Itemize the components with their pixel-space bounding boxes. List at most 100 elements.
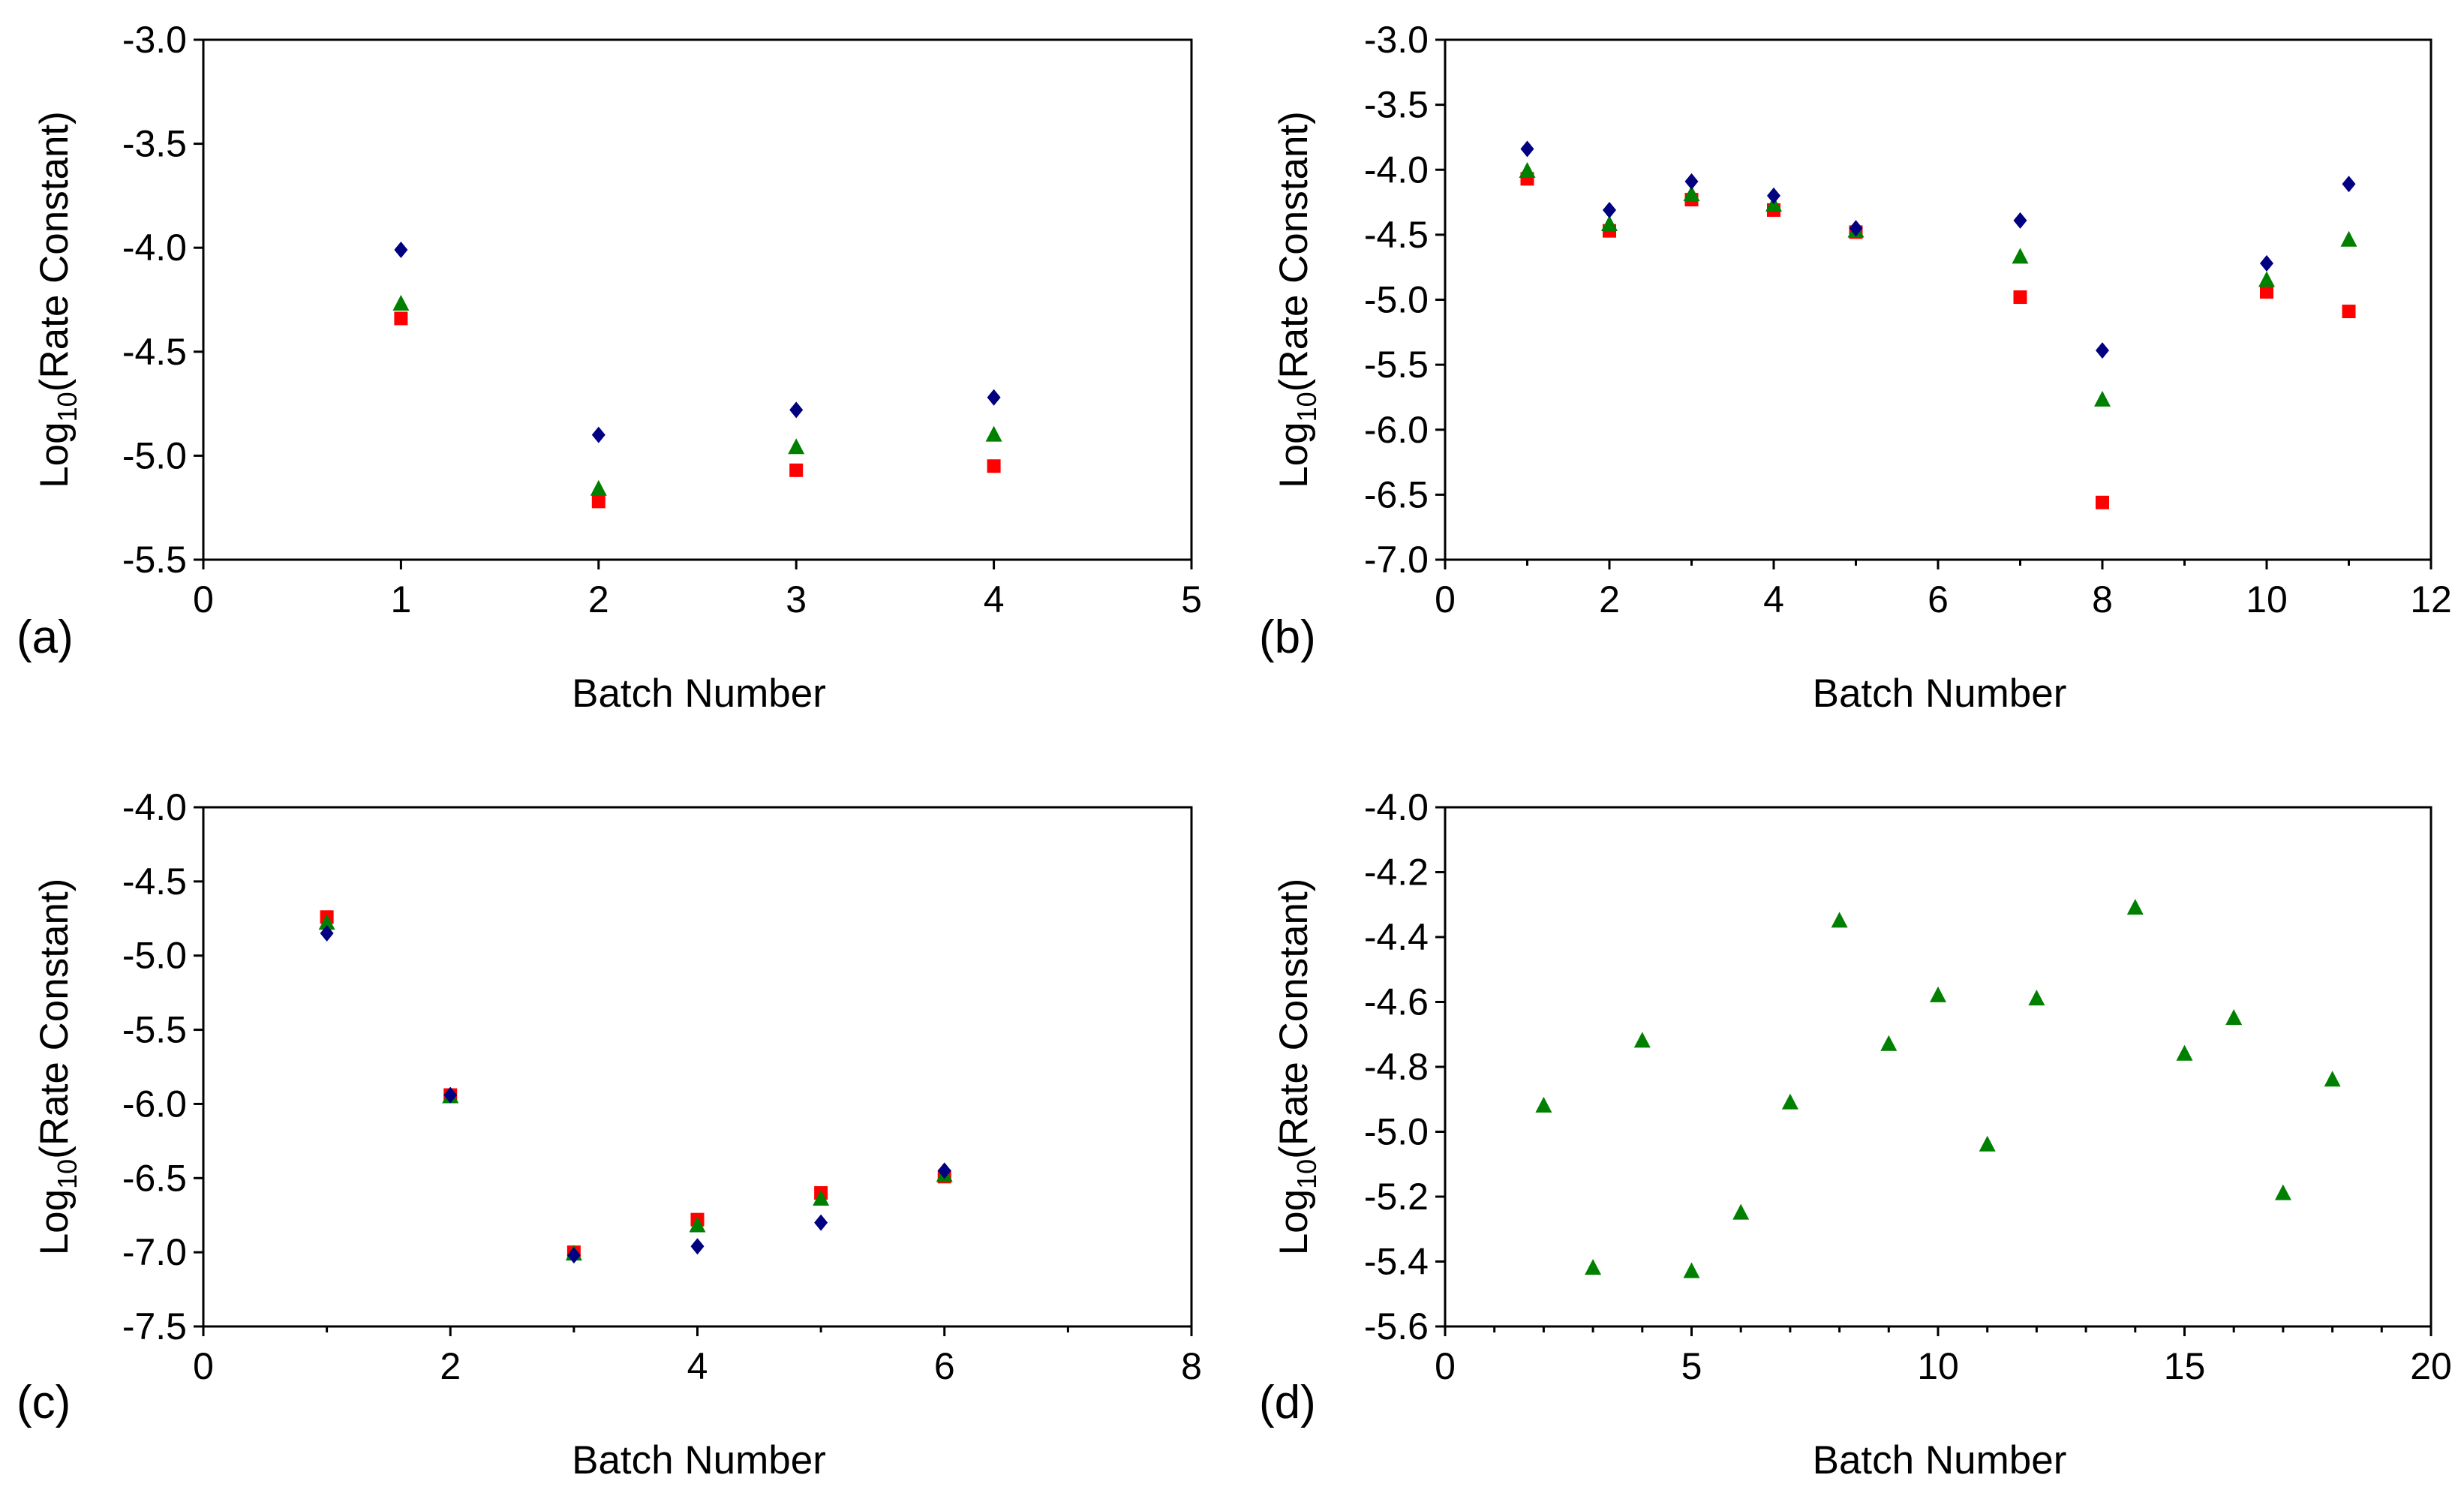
panel-b-plot-frame	[1444, 38, 2432, 561]
panel-c-xtick-label-0: 0	[193, 1345, 214, 1387]
panel-a-ytick-label-neg5_5: -5.5	[122, 539, 187, 581]
panel-b-triangle-point-1	[1519, 161, 1536, 178]
panel-c-ytick-label-neg5_5: -5.5	[122, 1009, 187, 1051]
panel-b-x-axis-title: Batch Number	[1813, 671, 2067, 716]
panel-a-xtick-label-3: 3	[786, 578, 807, 620]
panel-d-triangle-point-9	[1880, 1035, 1898, 1051]
panel-b-diamond-point-10	[2260, 254, 2273, 272]
panel-b-xtick-label-12: 12	[2410, 578, 2452, 620]
panel-c-triangle-point-4	[689, 1216, 706, 1233]
panel-b-ytick-label-neg3: -3.0	[1364, 19, 1429, 61]
panel-d-triangle-point-10	[1930, 986, 1946, 1002]
panel-b-xtick-label-4: 4	[1763, 578, 1784, 620]
panel-b-ytick-label-neg6_5: -6.5	[1364, 473, 1429, 515]
panel-a-triangle-point-1	[392, 295, 410, 311]
panel-d-letter: (d)	[1259, 1377, 1316, 1428]
panel-b-square-point-8	[2096, 495, 2109, 509]
panel-a-y-axis-title-rest: (Rate Constant)	[32, 111, 77, 392]
panel-d-ytick-label-neg4_2: -4.2	[1364, 852, 1429, 894]
panel-a-ytick-label-neg3: -3.0	[122, 19, 187, 61]
panel-d-xtick-label-5: 5	[1681, 1345, 1702, 1387]
panel-b-xtick-label-8: 8	[2092, 578, 2113, 620]
panel-b-diamond-point-7	[2013, 212, 2027, 229]
panel-a-triangle-point-2	[590, 479, 607, 496]
panel-a-square-point-1	[394, 311, 408, 326]
panel-d-x-axis-title: Batch Number	[1813, 1438, 2067, 1482]
panel-c-y-axis-title-base: Log	[32, 1189, 77, 1255]
panel-d-triangle-point-3	[1585, 1259, 1602, 1275]
panel-a-square-point-4	[987, 459, 1001, 473]
panel-d-ytick-label-neg4_4: -4.4	[1364, 916, 1429, 958]
panel-a-xtick-label-2: 2	[588, 578, 609, 620]
panel-b-diamond-point-1	[1520, 140, 1534, 158]
panel-c-y-axis-title: Log10(Rate Constant)	[32, 879, 83, 1256]
panel-c-diamond-point-4	[690, 1238, 705, 1255]
panel-d-xtick-label-0: 0	[1435, 1345, 1456, 1387]
panel-b-diamond-point-2	[1603, 201, 1616, 218]
panel-b-y-axis-title-subscript: 10	[1291, 392, 1322, 422]
panel-c-ytick-label-neg4: -4.0	[122, 786, 187, 828]
panel-d-ytick-label-neg5_2: -5.2	[1364, 1176, 1429, 1218]
panel-c-ytick-label-neg5: -5.0	[122, 935, 187, 977]
panel-c-diamond-point-2	[443, 1086, 458, 1104]
panel-b-square-point-11	[2342, 305, 2356, 319]
panel-a-xtick-label-5: 5	[1181, 578, 1202, 620]
panel-c-diamond-point-5	[814, 1214, 828, 1231]
panel-a-plot-frame	[202, 38, 1193, 561]
panel-d-triangle-point-2	[1535, 1096, 1552, 1113]
panel-d-triangle-point-18	[2324, 1071, 2341, 1087]
panel-a-xtick-label-4: 4	[984, 578, 1005, 620]
panel-b-ytick-label-neg7: -7.0	[1364, 539, 1429, 581]
panel-a-triangle-point-3	[788, 438, 805, 455]
panel-d-triangle-point-6	[1732, 1203, 1750, 1220]
panel-b-diamond-point-5	[1849, 220, 1863, 237]
panel-a-ytick-label-neg4: -4.0	[122, 227, 187, 269]
panel-d-chart: -5.6 -5.4 -5.2 -5.0 -4.8 -4.6 -4.4 -4.2 -4.0 0 5 10…	[1259, 786, 2452, 1482]
panel-a-letter: (a)	[17, 611, 74, 663]
panel-d-triangle-point-7	[1781, 1093, 1798, 1110]
panel-c-xtick-label-6: 6	[934, 1345, 955, 1387]
panel-d-triangle-point-5	[1683, 1262, 1700, 1278]
panel-d-triangle-point-4	[1633, 1032, 1651, 1048]
panel-b-triangle-point-2	[1601, 215, 1618, 232]
panel-d-ytick-label-neg4_8: -4.8	[1364, 1046, 1429, 1088]
panel-c-y-axis-title-rest: (Rate Constant)	[32, 879, 77, 1159]
panel-d-triangle-point-15	[2176, 1044, 2193, 1061]
panel-c-diamond-point-3	[566, 1247, 581, 1264]
panel-b-ytick-label-neg4: -4.0	[1364, 149, 1429, 191]
panel-c-ytick-label-neg7_5: -7.5	[122, 1305, 187, 1347]
panel-c-ytick-label-neg4_5: -4.5	[122, 861, 187, 903]
panel-c-letter: (c)	[17, 1377, 71, 1428]
panel-b-xtick-label-2: 2	[1599, 578, 1620, 620]
panel-c-x-axis-title: Batch Number	[572, 1438, 826, 1482]
panel-b-diamond-point-3	[1684, 173, 1699, 190]
panel-c-diamond-point-1	[320, 925, 334, 942]
panel-a-ytick-label-neg5: -5.0	[122, 434, 187, 476]
panel-a-chart: -5.5 -5.0 -4.5 -4.0 -3.5 -3.0 0 1 2 3 4 5 Batch Numb…	[17, 19, 1202, 716]
panel-a-y-axis-title-subscript: 10	[52, 392, 83, 422]
panel-d-ytick-label-neg5: -5.0	[1364, 1111, 1429, 1153]
panel-d-triangle-point-17	[2274, 1184, 2291, 1200]
panel-b-diamond-point-8	[2096, 342, 2109, 359]
panel-d-y-axis-title-rest: (Rate Constant)	[1272, 879, 1316, 1159]
panel-b-ytick-label-neg3_5: -3.5	[1364, 84, 1429, 126]
panel-d-triangle-point-14	[2126, 899, 2144, 915]
panel-c-diamond-point-6	[937, 1162, 951, 1179]
panel-d-ytick-label-neg4: -4.0	[1364, 786, 1429, 828]
panel-b-triangle-point-10	[2258, 271, 2275, 287]
panel-b-xtick-label-6: 6	[1928, 578, 1949, 620]
panel-d-plot-frame	[1444, 806, 2432, 1328]
panel-b-ytick-label-neg5_5: -5.5	[1364, 344, 1429, 386]
panel-c-triangle-point-1	[318, 914, 335, 930]
panel-c-xtick-label-4: 4	[687, 1345, 708, 1387]
panel-c-chart: -7.5 -7.0 -6.5 -6.0 -5.5 -5.0 -4.5 -4.0 0 2 4 6 8 Bat…	[17, 786, 1202, 1482]
panel-a-square-point-2	[591, 494, 605, 509]
panel-a-triangle-point-4	[985, 425, 1002, 442]
panel-a-ytick-label-neg4_5: -4.5	[122, 331, 187, 373]
panel-d-y-axis-title-base: Log	[1272, 1189, 1316, 1255]
panel-d-ytick-label-neg5_4: -5.4	[1364, 1241, 1429, 1283]
panel-d-triangle-point-8	[1831, 912, 1848, 928]
panel-d-y-axis-title-subscript: 10	[1291, 1159, 1322, 1189]
panel-c-ytick-label-neg6: -6.0	[122, 1083, 187, 1125]
